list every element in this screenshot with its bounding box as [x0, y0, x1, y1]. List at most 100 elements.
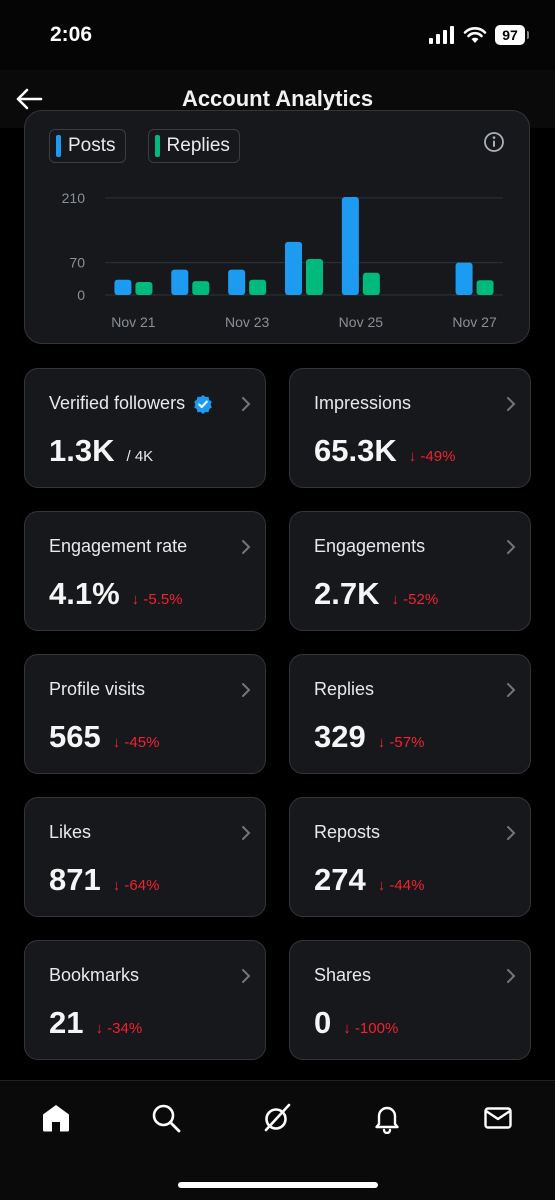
metric-row: 4.1% ↓ -5.5% — [49, 576, 183, 612]
chevron-right-icon — [507, 826, 516, 840]
metric-change: ↓ -5.5% — [131, 591, 183, 608]
bell-icon — [375, 1106, 399, 1134]
metric-label: Reposts — [314, 822, 380, 843]
home-indicator — [178, 1182, 378, 1188]
arrow-left-icon — [16, 88, 43, 110]
bar-posts — [171, 269, 189, 295]
metric-row: 565 ↓ -45% — [49, 719, 159, 755]
wifi-icon — [463, 27, 487, 43]
metric-label: Bookmarks — [49, 965, 139, 986]
metric-value: 1.3K — [49, 433, 115, 468]
legend-swatch-posts — [56, 135, 61, 157]
metric-value: 329 — [314, 719, 366, 754]
status-bar: 2:06 97 — [0, 0, 555, 70]
metric-value: 65.3K — [314, 433, 397, 468]
tab-messages[interactable] — [481, 1101, 515, 1135]
metric-row: 0 ↓ -100% — [314, 1005, 398, 1041]
battery-indicator: 97 — [495, 25, 529, 45]
metric-card-engagements[interactable]: Engagements 2.7K ↓ -52% — [289, 511, 531, 631]
bar-replies — [306, 258, 323, 295]
search-icon — [152, 1104, 181, 1133]
chart-legend: Posts Replies — [49, 129, 240, 163]
chevron-right-icon — [242, 683, 251, 697]
metric-card-verified-followers[interactable]: Verified followers 1.3K / 4K — [24, 368, 266, 488]
bar-replies — [476, 280, 494, 295]
x-tick-label: Nov 23 — [225, 314, 270, 330]
metric-row: 1.3K / 4K — [49, 433, 153, 469]
metric-label-text: Shares — [314, 965, 372, 985]
legend-chip-replies[interactable]: Replies — [147, 129, 240, 163]
metric-card-bookmarks[interactable]: Bookmarks 21 ↓ -34% — [24, 940, 266, 1060]
metric-label: Engagements — [314, 536, 425, 557]
status-icons: 97 — [429, 24, 529, 46]
tab-notifications[interactable] — [370, 1101, 404, 1135]
metric-label: Replies — [314, 679, 374, 700]
activity-chart: 0 70 210 Nov 21 Nov 23 Nov 25 Nov 27 — [62, 190, 503, 330]
page-title: Account Analytics — [181, 86, 374, 111]
metric-value: 871 — [49, 862, 101, 897]
metric-value: 274 — [314, 862, 366, 897]
metric-row: 21 ↓ -34% — [49, 1005, 142, 1041]
metric-label: Engagement rate — [49, 536, 187, 557]
metric-label-text: Impressions — [314, 393, 412, 413]
bar-replies — [249, 279, 267, 295]
tab-home[interactable] — [39, 1101, 73, 1135]
metric-label-text: Engagements — [314, 536, 426, 556]
legend-label-posts: Posts — [68, 135, 116, 156]
metric-label-text: Engagement rate — [49, 536, 188, 556]
home-icon — [43, 1105, 69, 1132]
legend-chip-posts[interactable]: Posts — [49, 129, 126, 163]
metric-label-text: Bookmarks — [49, 965, 140, 985]
metric-label: Likes — [49, 822, 91, 843]
metric-label-text: Replies — [314, 679, 375, 699]
metric-label: Shares — [314, 965, 371, 986]
y-tick-label: 0 — [77, 287, 85, 303]
metric-card-engagement-rate[interactable]: Engagement rate 4.1% ↓ -5.5% — [24, 511, 266, 631]
metric-card-shares[interactable]: Shares 0 ↓ -100% — [289, 940, 531, 1060]
metric-value: 21 — [49, 1005, 84, 1040]
metric-label: Profile visits — [49, 679, 145, 700]
bottom-tab-bar — [0, 1080, 555, 1200]
back-button[interactable] — [12, 82, 46, 116]
bar-replies — [135, 282, 153, 295]
metric-value: 0 — [314, 1005, 332, 1040]
grok-icon — [264, 1103, 291, 1132]
metric-label: Verified followers — [49, 393, 213, 414]
metric-change: ↓ -57% — [377, 734, 425, 751]
bar-posts — [114, 279, 132, 295]
chevron-right-icon — [507, 969, 516, 983]
metric-change: ↓ -34% — [95, 1020, 143, 1037]
metric-label-text: Reposts — [314, 822, 381, 842]
x-tick-label: Nov 21 — [111, 314, 156, 330]
metric-change: ↓ -52% — [391, 591, 439, 608]
metric-row: 274 ↓ -44% — [314, 862, 424, 898]
metric-row: 2.7K ↓ -52% — [314, 576, 438, 612]
metric-value: 565 — [49, 719, 101, 754]
cellular-signal-icon — [429, 26, 454, 44]
metric-label-text: Likes — [49, 822, 92, 842]
info-icon[interactable] — [483, 131, 505, 153]
metric-change: ↓ -44% — [377, 877, 425, 894]
y-tick-label: 70 — [69, 255, 85, 271]
bar-replies — [192, 281, 210, 295]
x-tick-label: Nov 27 — [452, 314, 497, 330]
verified-badge-icon — [194, 394, 212, 414]
metric-card-profile-visits[interactable]: Profile visits 565 ↓ -45% — [24, 654, 266, 774]
legend-swatch-replies — [154, 135, 160, 157]
tab-grok[interactable] — [260, 1101, 294, 1135]
metric-change: ↓ -49% — [408, 448, 456, 465]
chevron-right-icon — [242, 969, 251, 983]
chevron-right-icon — [242, 540, 251, 554]
metric-label-text: Verified followers — [49, 393, 186, 413]
tab-search[interactable] — [149, 1101, 183, 1135]
bar-replies — [362, 272, 380, 295]
metric-card-likes[interactable]: Likes 871 ↓ -64% — [24, 797, 266, 917]
metric-label: Impressions — [314, 393, 411, 414]
metric-value: 2.7K — [314, 576, 380, 611]
metric-card-impressions[interactable]: Impressions 65.3K ↓ -49% — [289, 368, 531, 488]
metric-sub-value: / 4K — [126, 448, 154, 465]
metric-row: 871 ↓ -64% — [49, 862, 159, 898]
metric-card-replies[interactable]: Replies 329 ↓ -57% — [289, 654, 531, 774]
bar-posts — [455, 262, 473, 295]
metric-card-reposts[interactable]: Reposts 274 ↓ -44% — [289, 797, 531, 917]
